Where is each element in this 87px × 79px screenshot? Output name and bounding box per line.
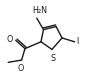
- Text: O: O: [7, 35, 13, 44]
- Text: O: O: [18, 64, 24, 73]
- Text: I: I: [76, 37, 79, 46]
- Text: S: S: [50, 54, 55, 63]
- Text: H₂N: H₂N: [33, 6, 48, 15]
